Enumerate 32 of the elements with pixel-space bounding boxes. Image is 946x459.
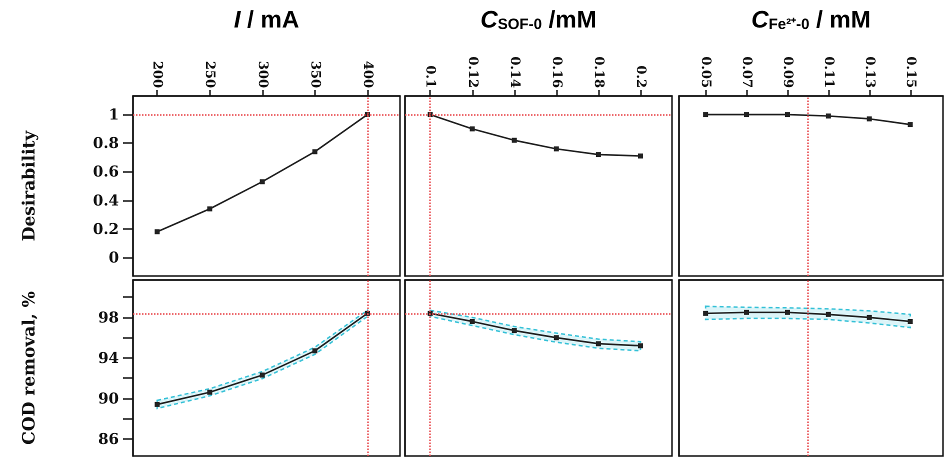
x-tick-label: 350	[307, 60, 322, 88]
y-axis-title: COD removal, %	[20, 291, 40, 445]
y-axis-title: Desirability	[20, 130, 40, 242]
x-tick-label: 250	[202, 60, 218, 88]
x-tick-label: 400	[360, 60, 375, 88]
x-tick-label: 0.15	[902, 56, 918, 88]
x-axis-title: CSOF-0 /mM	[480, 6, 597, 34]
y-tick-label: 0.4	[92, 191, 119, 210]
x-tick-label: 0.09	[780, 56, 795, 88]
x-axis-title: I / mA	[234, 6, 300, 34]
y-tick-label: 98	[98, 308, 119, 326]
x-tick-label: 0.07	[739, 56, 754, 88]
y-tick-label: 0	[108, 248, 119, 266]
y-tick-label: 90	[98, 389, 119, 408]
y-tick-label: 0.8	[92, 134, 119, 152]
x-tick-label: 0.05	[698, 56, 714, 88]
x-axis-title: CFe²⁺-0 / mM	[751, 6, 871, 34]
x-tick-label: 300	[254, 60, 270, 88]
x-tick-label: 0.14	[506, 56, 522, 88]
y-tick-label: 94	[98, 348, 119, 367]
x-tick-label: 0.13	[862, 56, 877, 88]
y-tick-label: 86	[98, 430, 119, 448]
x-tick-label: 0.16	[548, 56, 564, 88]
y-tick-label: 1	[108, 106, 119, 124]
y-tick-label: 0.6	[92, 162, 119, 181]
x-tick-label: 0.12	[464, 56, 480, 88]
x-tick-label: 0.1	[422, 65, 438, 88]
x-tick-label: 200	[150, 60, 165, 88]
x-tick-label: 0.11	[820, 56, 836, 88]
x-tick-label: 0.2	[632, 65, 648, 88]
x-tick-label: 0.18	[590, 56, 606, 88]
y-tick-label: 0.2	[92, 220, 119, 238]
